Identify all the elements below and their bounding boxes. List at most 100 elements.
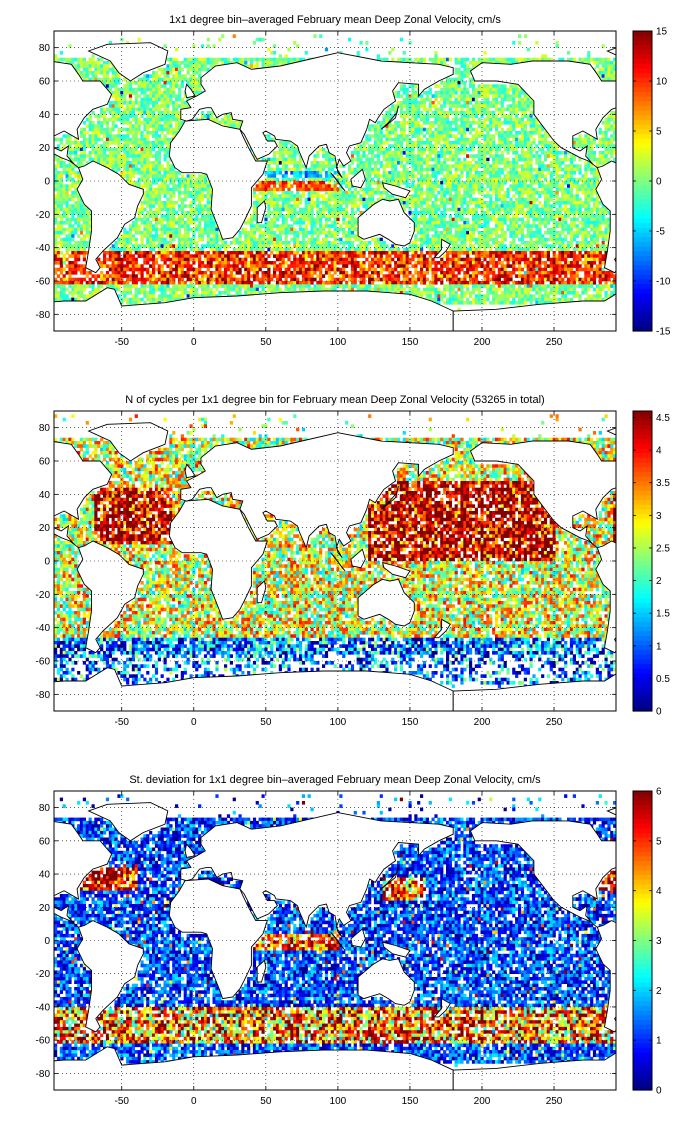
heat-cell xyxy=(552,164,556,168)
heat-cell xyxy=(250,224,254,228)
heat-cell xyxy=(543,167,548,172)
heat-cell xyxy=(437,101,441,105)
heat-cell xyxy=(299,157,303,162)
heat-cell xyxy=(203,64,208,68)
heat-cell xyxy=(131,167,135,172)
heat-cell xyxy=(457,111,461,115)
heat-cell xyxy=(469,184,473,188)
heat-cell xyxy=(607,74,611,78)
heat-cell xyxy=(88,127,92,132)
heat-cell xyxy=(198,221,202,225)
heat-cell xyxy=(587,201,591,205)
heat-cell xyxy=(267,191,271,195)
heat-cell xyxy=(417,197,421,202)
heat-cell xyxy=(324,204,329,208)
heat-cell xyxy=(466,194,470,198)
heat-cell xyxy=(143,104,147,108)
heat-cell xyxy=(169,87,173,92)
heat-cell xyxy=(509,134,513,138)
heat-cell xyxy=(486,111,490,115)
heat-cell xyxy=(451,77,455,82)
heat-cell xyxy=(140,121,144,125)
heat-cell xyxy=(434,197,438,202)
heat-cell xyxy=(137,81,141,85)
heat-cell xyxy=(561,217,565,222)
heat-cell xyxy=(201,114,205,118)
heat-cell xyxy=(376,157,380,162)
heat-cell xyxy=(448,101,452,105)
heat-cell xyxy=(451,87,455,92)
heat-cell xyxy=(186,77,190,82)
heat-cell xyxy=(607,211,611,215)
heat-cell xyxy=(88,61,92,65)
heat-cell xyxy=(483,161,487,165)
heat-cell xyxy=(541,164,545,168)
heat-cell xyxy=(446,91,450,95)
heat-cell xyxy=(587,147,591,152)
heat-cell xyxy=(546,134,550,138)
heat-cell xyxy=(154,187,159,192)
heat-cell xyxy=(290,184,294,188)
heat-cell xyxy=(535,121,539,125)
heat-cell xyxy=(489,214,493,218)
heat-cell xyxy=(529,214,533,218)
heat-cell xyxy=(526,174,530,178)
heat-cell xyxy=(376,171,380,175)
heat-cell xyxy=(592,61,597,65)
heat-cell xyxy=(59,177,63,182)
heat-cell xyxy=(601,144,605,148)
heat-cell xyxy=(604,124,608,128)
heat-cell xyxy=(518,94,522,98)
heat-cell xyxy=(56,161,61,165)
heat-cell xyxy=(264,64,268,68)
heat-cell xyxy=(74,141,78,145)
heat-cell xyxy=(610,144,614,148)
heat-cell xyxy=(56,157,61,162)
heat-cell xyxy=(94,127,98,132)
heat-cell xyxy=(79,164,84,168)
heat-cell xyxy=(154,101,159,105)
heat-cell xyxy=(177,111,182,115)
heat-cell xyxy=(180,204,184,208)
heat-cell xyxy=(460,134,464,138)
heat-cell xyxy=(206,217,210,222)
heat-cell xyxy=(111,161,115,165)
heat-cell xyxy=(454,197,458,202)
heat-cell xyxy=(483,107,487,112)
heat-cell xyxy=(157,147,161,152)
heat-cell xyxy=(140,161,144,165)
heat-cell xyxy=(440,124,444,128)
heat-cell xyxy=(523,124,527,128)
heat-cell xyxy=(68,184,72,188)
heat-cell xyxy=(399,171,403,175)
heat-cell xyxy=(137,104,141,108)
heat-cell xyxy=(402,207,406,212)
heat-cell xyxy=(509,217,513,222)
heat-cell xyxy=(267,207,271,212)
heat-cell xyxy=(509,204,513,208)
heat-cell xyxy=(448,107,452,112)
heat-cell xyxy=(434,207,438,212)
heat-cell xyxy=(157,221,161,225)
heat-cell xyxy=(434,164,438,168)
heat-cell xyxy=(434,51,438,55)
heat-cell xyxy=(244,64,248,68)
heat-cell xyxy=(420,164,424,168)
heat-cell xyxy=(134,151,138,155)
heat-cell xyxy=(304,204,308,208)
heat-cell xyxy=(143,161,147,165)
heat-cell xyxy=(59,164,63,168)
heat-cell xyxy=(535,207,539,212)
heat-cell xyxy=(448,207,452,212)
heat-cell xyxy=(330,197,334,202)
heat-cell xyxy=(163,101,167,105)
heat-cell xyxy=(448,197,452,202)
heat-cell xyxy=(131,107,135,112)
heat-cell xyxy=(417,144,421,148)
heat-cell xyxy=(434,161,438,165)
heat-cell xyxy=(584,174,588,178)
heat-cell xyxy=(56,191,61,195)
heat-cell xyxy=(97,71,101,75)
heat-cell xyxy=(506,137,510,142)
heat-cell xyxy=(209,64,213,68)
